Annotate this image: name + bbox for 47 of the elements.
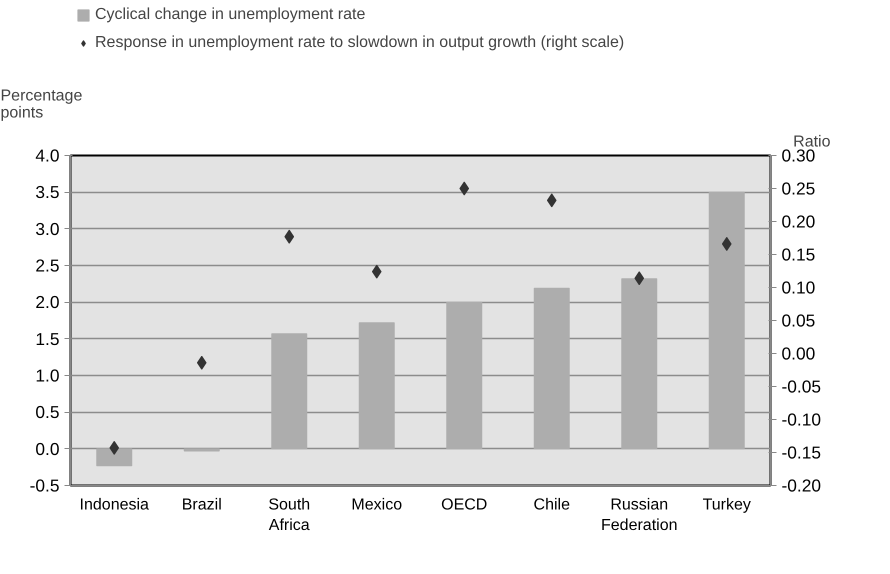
x-tick-label: Mexico <box>351 496 402 514</box>
bar <box>621 278 658 450</box>
point <box>722 236 732 251</box>
x-tick-label: South Africa <box>268 496 310 534</box>
x-tick-label: OECD <box>441 496 488 514</box>
point <box>546 193 557 208</box>
bar <box>708 192 745 450</box>
y2-tick-label: -0.20 <box>782 476 821 496</box>
bar <box>534 288 570 450</box>
y2-tick-label: 0.20 <box>782 212 816 232</box>
y-tick-label: 0.0 <box>35 438 60 459</box>
y2-tick-label: 0.10 <box>782 278 816 298</box>
x-tick-label: Turkey <box>702 496 751 514</box>
legend-label: Cyclical change in unemployment rate <box>95 6 366 24</box>
bar <box>446 302 482 450</box>
legend-label: Response in unemployment rate to slowdown in output growth (right scale) <box>95 34 624 52</box>
y-tick-label: -0.5 <box>30 476 60 496</box>
bar <box>271 333 308 450</box>
y2-tick-label: -0.10 <box>782 410 821 430</box>
bar <box>358 322 395 450</box>
y-tick-label: 4.0 <box>35 146 60 166</box>
y2-tick-label: 0.15 <box>782 244 816 264</box>
bar <box>184 448 220 452</box>
x-tick-label: Chile <box>534 496 570 514</box>
point <box>109 440 120 455</box>
y-tick-label: 0.5 <box>35 402 60 422</box>
y-tick-label: 3.0 <box>35 218 60 239</box>
y2-tick-label: -0.15 <box>782 442 821 462</box>
y-tick-label: 2.5 <box>35 256 60 276</box>
y2-tick-label: 0.25 <box>782 178 816 198</box>
y-tick-label: 2.0 <box>35 292 60 312</box>
y2-tick-label: 0.05 <box>782 310 816 330</box>
point <box>196 356 207 370</box>
point <box>372 264 382 279</box>
x-tick-label: Indonesia <box>80 496 150 514</box>
y2-tick-label: -0.05 <box>782 376 821 396</box>
y-tick-label: 1.5 <box>35 328 60 349</box>
x-tick-label: Russian Federation <box>601 496 678 534</box>
point <box>459 182 470 196</box>
y2-tick-label: 0.00 <box>782 344 816 364</box>
point <box>634 271 644 286</box>
y-tick-label: 1.0 <box>35 366 60 386</box>
y-axis-title: Percentage points <box>0 88 82 122</box>
point <box>284 230 294 244</box>
bar <box>96 448 132 466</box>
y-tick-label: 3.5 <box>35 182 60 202</box>
x-tick-label: Brazil <box>182 496 222 514</box>
